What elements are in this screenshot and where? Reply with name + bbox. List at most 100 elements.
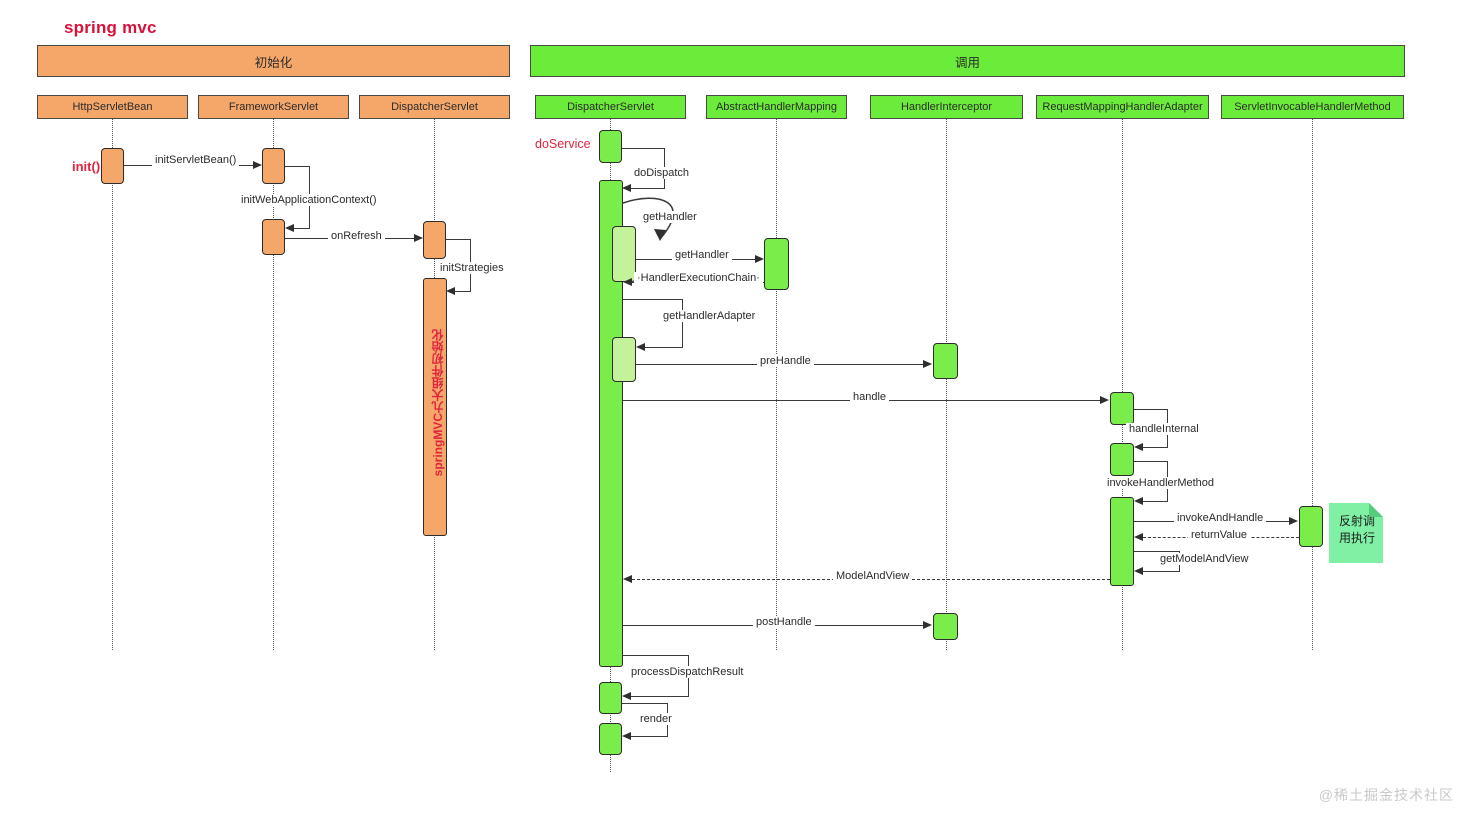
lifeline-httpservletbean [112,119,113,650]
activation-doservice [599,130,622,163]
message-label-initwebapplicationcontext: initWebApplicationContext() [238,194,380,206]
arrowhead-render [622,731,631,740]
message-label-render: render [637,713,675,725]
lifeline-header-servletinvocablehandlermethod[interactable]: ServletInvocableHandlerMethod [1221,95,1404,119]
arrowhead-dodispatch [622,183,631,192]
lifeline-abstracthandlermapping [776,119,777,650]
lifeline-header-dispatcherservlet[interactable]: DispatcherServlet [535,95,686,119]
arrowhead-prehandle [923,359,932,368]
selfmsg-top-handleinternal [1134,409,1168,410]
message-label-getmodelandview: getModelAndView [1157,553,1252,565]
lifeline-handlerinterceptor [946,119,947,650]
message-label-initservletbean: initServletBean() [152,154,240,166]
selfmsg-top-invokehandlermethod [1134,461,1168,462]
message-label-onrefresh: onRefresh [328,230,385,242]
message-label-handleinternal: handleInternal [1126,423,1202,435]
entry-label-doservice: doService [535,137,591,151]
message-label-posthandle: postHandle [753,616,815,628]
note-line-1: 反射调 [1339,514,1376,528]
activation-handlerinterceptor-prehandle [933,343,958,379]
activation-gethandler-nested [612,226,636,282]
page-title: spring mvc [64,18,157,37]
selfmsg-bottom-initwebapplicationcontext [294,228,310,229]
note-line-2: 用执行 [1339,531,1376,545]
activation-dispatcherservlet-init-1 [423,221,446,259]
arrowhead-handle [1100,395,1109,404]
message-label-returnvalue: returnValue [1188,529,1251,541]
phase-banner-init: 初始化 [37,45,510,77]
selfmsg-bottom-processdispatchresult [631,696,689,697]
lifeline-servletinvocablehandlermethod [1312,119,1313,650]
message-label-dodispatch: doDispatch [631,167,693,179]
message-label-gethandler: getHandler [672,249,732,261]
activation-rmha-handleinternal [1110,443,1134,476]
activation-render [599,723,622,755]
lifeline-header-frameworkservlet[interactable]: FrameworkServlet [198,95,349,119]
arrowhead-onrefresh [414,233,423,242]
message-label-handlerexecutionchain: ·HandlerExecutionChain· [634,272,763,284]
selfmsg-bottom-initstrategies [455,291,471,292]
activation-servletinvocablehandlermethod [1299,506,1323,547]
lifeline-header-dispatcherservlet-init[interactable]: DispatcherServlet [359,95,510,119]
selfmsg-bottom-gethandleradapter [645,347,683,348]
lifeline-requestmappinghandleradapter [1122,119,1123,650]
watermark: @稀土掘金技术社区 [1318,787,1454,803]
message-label-invokehandlermethod: invokeHandlerMethod [1104,477,1218,489]
message-label-handle: handle [850,391,890,403]
message-label-prehandle: preHandle [757,355,814,367]
message-label-processdispatchresult: processDispatchResult [628,666,747,678]
arrowhead-initstrategies [446,286,455,295]
message-label-modelandview: ModelAndView [833,570,913,582]
selfmsg-bottom-invokehandlermethod [1143,501,1168,502]
phase-banner-call: 调用 [530,45,1405,77]
activation-dispatcherservlet-init-strategies: springMVC九大组件初始化 [423,278,447,536]
arrowhead-gethandler [755,254,764,263]
arrowhead-invokehandlermethod [1134,496,1143,505]
selfmsg-top-dodispatch [622,148,665,149]
selfmsg-top-gethandleradapter [623,299,683,300]
activation-httpservletbean-init [101,148,124,184]
selfmsg-bottom-handleinternal [1143,447,1168,448]
activation-abstracthandlermapping [764,238,789,290]
selfmsg-top-getmodelandview [1134,551,1180,552]
entry-label-init: init() [72,159,101,174]
arrowhead-invokeandhandle [1289,516,1298,525]
lifeline-header-abstracthandlermapping[interactable]: AbstractHandlerMapping [706,95,847,119]
arrowhead-modelandview [623,574,632,583]
lifeline-frameworkservlet [273,119,274,650]
selfmsg-top-processdispatchresult [623,655,689,656]
arrowhead-posthandle [923,620,932,629]
message-label-invokeandhandle: invokeAndHandle [1174,512,1267,524]
activation-frameworkservlet-1 [262,148,285,184]
selfmsg-top-initstrategies [446,239,471,240]
note-reflection-invocation: 反射调 用执行 [1329,503,1383,563]
arrowhead-initwebapplicationcontext [285,223,294,232]
activation-gethandleradapter-nested [612,337,636,382]
selfmsg-side-gethandleradapter [682,299,683,347]
selfmsg-curve-gethandler [622,197,674,241]
arrowhead-returnvalue [1134,532,1143,541]
arrowhead-handleinternal [1134,442,1143,451]
arrowhead-processdispatchresult [622,691,631,700]
selfmsg-top-render [622,703,668,704]
arrowhead-getmodelandview [1134,566,1143,575]
arrowhead-gethandleradapter [636,342,645,351]
selfmsg-bottom-getmodelandview [1143,571,1180,572]
activation-frameworkservlet-2 [262,219,285,255]
arrowhead-initservletbean [253,160,262,169]
lifeline-header-httpservletbean[interactable]: HttpServletBean [37,95,188,119]
lifeline-header-requestmappinghandleradapter[interactable]: RequestMappingHandlerAdapter [1036,95,1209,119]
selfmsg-bottom-dodispatch [631,188,665,189]
message-label-initstrategies: initStrategies [437,262,507,274]
message-label-gethandler-self: getHandler [640,211,700,223]
activation-rmha-handle [1110,392,1134,425]
lifeline-header-handlerinterceptor[interactable]: HandlerInterceptor [870,95,1023,119]
selfmsg-top-initwebapplicationcontext [285,166,310,167]
message-label-gethandleradapter: getHandlerAdapter [660,310,759,322]
arrowhead-handlerexecutionchain [623,277,632,286]
selfmsg-bottom-render [631,736,668,737]
vertical-label-springmvc-components: springMVC九大组件初始化 [431,329,445,477]
activation-handlerinterceptor-posthandle [933,613,958,640]
activation-processdispatchresult [599,682,622,714]
